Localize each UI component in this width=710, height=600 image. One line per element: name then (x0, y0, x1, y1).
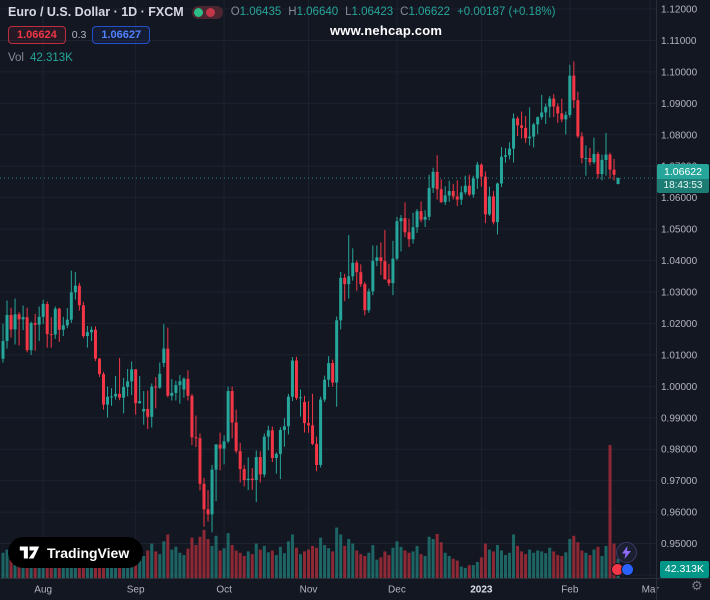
symbol-title[interactable]: Euro / U.S. Dollar · 1D · FXCM (8, 5, 184, 19)
volume-axis-label: 42.313K (659, 561, 709, 578)
time-axis[interactable] (0, 578, 710, 600)
status-closed-dot-icon (205, 7, 215, 17)
svg-text:1.09000: 1.09000 (661, 99, 698, 110)
svg-text:1.10000: 1.10000 (661, 67, 698, 78)
svg-text:Sep: Sep (127, 585, 145, 596)
svg-text:0.98000: 0.98000 (661, 445, 698, 456)
tradingview-logo-icon (19, 546, 40, 559)
spread-value: 0.3 (71, 29, 87, 41)
tradingview-logo-text: TradingView (47, 544, 130, 561)
price-axis[interactable] (656, 0, 710, 578)
svg-text:1.03000: 1.03000 (661, 288, 698, 299)
last-price-value: 1.06622 (657, 164, 709, 180)
svg-text:1.01000: 1.01000 (661, 350, 698, 361)
open-label: O (230, 6, 240, 18)
svg-text:0.95000: 0.95000 (661, 539, 698, 550)
svg-text:0.96000: 0.96000 (661, 508, 698, 519)
svg-text:Feb: Feb (561, 585, 579, 596)
svg-text:2023: 2023 (470, 585, 493, 596)
svg-text:Oct: Oct (216, 585, 232, 596)
low-value: 1.06423 (351, 6, 394, 18)
broker-trade-buttons[interactable] (611, 563, 634, 576)
symbol-row: Euro / U.S. Dollar · 1D · FXCM O1.06435 … (8, 5, 555, 19)
chart-legend: Euro / U.S. Dollar · 1D · FXCM O1.06435 … (8, 5, 555, 64)
svg-text:0.97000: 0.97000 (661, 476, 698, 487)
sell-button[interactable]: 1.06624 (8, 26, 66, 44)
svg-text:Dec: Dec (388, 585, 406, 596)
open-value: 1.06435 (239, 6, 282, 18)
low-label: L (345, 6, 352, 18)
high-label: H (288, 6, 297, 18)
lightning-icon (622, 546, 631, 559)
buy-button[interactable]: 1.06627 (92, 26, 151, 44)
volume-indicator-row[interactable]: Vol 42.313K (8, 52, 555, 64)
svg-text:Mar: Mar (642, 585, 660, 596)
close-label: C (400, 6, 409, 18)
svg-text:Aug: Aug (34, 585, 52, 596)
bar-countdown: 18:43:53 (657, 179, 709, 194)
high-value: 1.06640 (296, 6, 339, 18)
svg-text:1.05000: 1.05000 (661, 225, 698, 236)
volume-indicator-value: 42.313K (30, 52, 73, 64)
tradingview-logo[interactable]: TradingView (8, 537, 144, 568)
svg-text:1.00000: 1.00000 (661, 382, 698, 393)
svg-text:1.02000: 1.02000 (661, 319, 698, 330)
svg-text:1.11000: 1.11000 (661, 36, 697, 47)
last-price-axis-label: 1.06622 18:43:53 (657, 164, 709, 194)
market-status-toggle[interactable] (191, 5, 223, 19)
trade-buttons-row: 1.06624 0.3 1.06627 (8, 26, 555, 44)
svg-text:1.12000: 1.12000 (661, 5, 698, 16)
buy-bubble-icon[interactable] (621, 563, 634, 576)
ohlc-values: O1.06435 H1.06640 L1.06423 C1.06622 +0.0… (231, 6, 556, 18)
svg-text:0.99000: 0.99000 (661, 413, 698, 424)
svg-text:1.04000: 1.04000 (661, 256, 698, 267)
quick-trade-button[interactable] (616, 542, 637, 563)
close-value: 1.06622 (408, 6, 451, 18)
svg-text:1.06000: 1.06000 (661, 193, 698, 204)
svg-text:Nov: Nov (300, 585, 318, 596)
volume-indicator-label: Vol (8, 52, 24, 64)
svg-text:1.08000: 1.08000 (661, 130, 698, 141)
status-open-dot-icon (193, 7, 203, 17)
axis-settings-gear-icon[interactable]: ⚙ (691, 578, 703, 593)
change-value: +0.00187 (+0.18%) (457, 6, 556, 18)
watermark: www.nehcap.com (330, 23, 443, 38)
